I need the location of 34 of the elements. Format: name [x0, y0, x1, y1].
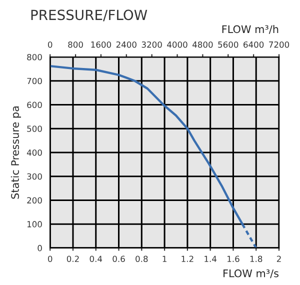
y-tick-label: 800	[27, 54, 42, 60]
x-tick-label: 2	[276, 256, 281, 262]
y-tick-label: 300	[27, 173, 42, 180]
y-axis-title: Static Pressure pa	[10, 106, 21, 199]
x-tick-label: 0.2	[66, 256, 79, 262]
x2-tick-label: 5600	[218, 41, 238, 48]
y-tick-label: 100	[27, 221, 42, 228]
x2-tick-label: 2400	[116, 41, 136, 48]
y-tick-label: 600	[27, 102, 42, 108]
y-tick-label: 0	[38, 244, 42, 252]
x2-tick-label: 4000	[167, 41, 188, 48]
x-tick-label: 1.2	[182, 256, 194, 262]
x2-tick-label: 7200	[269, 41, 290, 48]
x-tick-label: 1.8	[250, 256, 262, 262]
x2-tick-label: 4800	[192, 41, 213, 48]
x-tick-label: 0.4	[90, 256, 102, 262]
y-tick-label: 700	[27, 78, 42, 84]
y-tick-label: 400	[26, 149, 42, 156]
chart-title: PRESSURE/FLOW	[31, 10, 148, 22]
x2-tick-label: 1600	[91, 41, 112, 48]
x-tick-label: 1	[162, 256, 166, 262]
x-tick-label: 0	[48, 256, 52, 262]
x2-tick-label: 0	[48, 41, 52, 48]
x-tick-label: 1.6	[228, 256, 240, 262]
x2-tick-label: 6400	[244, 41, 264, 48]
y-tick-label: 200	[27, 197, 42, 204]
x-tick-label: 0.6	[112, 256, 125, 262]
x2-tick-label: 800	[68, 41, 83, 48]
x2-axis-title: FLOW m³/h	[222, 25, 278, 34]
y-tick-label: 500	[27, 126, 42, 132]
x-tick-label: 1.4	[204, 256, 216, 262]
x2-tick-label: 3200	[142, 41, 162, 48]
x-axis-title: FLOW m³/s	[224, 269, 278, 278]
x-tick-label: 0.8	[136, 256, 148, 262]
